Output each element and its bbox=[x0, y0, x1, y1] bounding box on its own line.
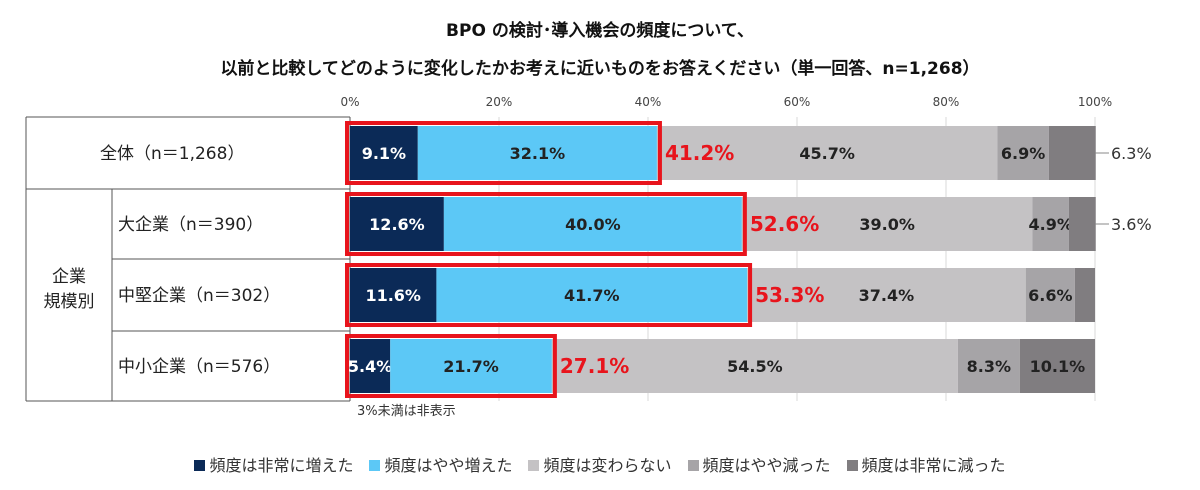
data-label: 21.7% bbox=[443, 357, 499, 376]
data-label: 45.7% bbox=[799, 144, 855, 163]
data-label: 6.6% bbox=[1028, 286, 1072, 305]
x-tick-label: 0% bbox=[340, 95, 359, 109]
legend-label: 頻度はやや増えた bbox=[384, 456, 513, 475]
data-label: 8.3% bbox=[967, 357, 1011, 376]
legend-item: 頻度はやや増えた bbox=[369, 452, 512, 476]
legend-label: 頻度はやや減った bbox=[702, 456, 831, 475]
legend-label: 頻度は非常に減った bbox=[861, 456, 1006, 475]
data-label: 32.1% bbox=[510, 144, 566, 163]
data-label: 41.7% bbox=[564, 286, 620, 305]
outside-data-label: 3.6% bbox=[1111, 215, 1152, 234]
legend-item: 頻度はやや減った bbox=[687, 452, 831, 476]
bar-segment bbox=[350, 339, 391, 393]
bar-segment bbox=[957, 339, 1020, 393]
category-label: 中堅企業（n＝302） bbox=[118, 286, 280, 306]
increase-total-label: 53.3% bbox=[755, 283, 824, 307]
bar-segment bbox=[350, 197, 444, 251]
bar-segment bbox=[747, 268, 1026, 322]
data-label: 6.9% bbox=[1001, 144, 1045, 163]
bar-segment bbox=[997, 126, 1049, 180]
chart-title-line-2: 以前と比較してどのように変化したかお考えに近いものをお答えください（単一回答、n… bbox=[220, 59, 980, 79]
x-tick-label: 20% bbox=[486, 95, 513, 109]
legend-label: 頻度は変わらない bbox=[543, 456, 672, 475]
data-label: 54.5% bbox=[727, 357, 783, 376]
legend-label: 頻度は非常に増えた bbox=[209, 456, 354, 475]
legend-swatch bbox=[528, 460, 540, 471]
legend-swatch bbox=[194, 460, 206, 471]
x-tick-label: 80% bbox=[933, 95, 960, 109]
group-label: 規模別 bbox=[44, 292, 95, 312]
data-label: 10.1% bbox=[1030, 357, 1086, 376]
bar-segment bbox=[656, 126, 998, 180]
chart-title-line-1: BPO の検討･導入機会の頻度について、 bbox=[446, 21, 754, 41]
increase-total-label: 52.6% bbox=[750, 212, 819, 236]
x-tick-label: 100% bbox=[1078, 95, 1112, 109]
bar-segment bbox=[741, 197, 1033, 251]
bar-segment bbox=[1025, 268, 1075, 322]
legend-swatch bbox=[369, 460, 381, 471]
x-tick-label: 60% bbox=[784, 95, 811, 109]
highlight-box bbox=[345, 334, 557, 398]
bar-segment bbox=[1068, 197, 1096, 251]
increase-total-label: 41.2% bbox=[665, 141, 734, 165]
category-label: 大企業（n＝390） bbox=[118, 215, 263, 235]
data-label: 11.6% bbox=[365, 286, 421, 305]
legend-item: 頻度は非常に増えた bbox=[194, 452, 353, 476]
chart-legend: 頻度は非常に増えた 頻度はやや増えた 頻度は変わらない 頻度はやや減った 頻度は非常に減… bbox=[0, 452, 1200, 476]
legend-swatch bbox=[846, 460, 858, 471]
group-label: 企業 bbox=[52, 267, 86, 287]
data-label: 40.0% bbox=[565, 215, 621, 234]
x-tick-label: 40% bbox=[635, 95, 662, 109]
data-label: 37.4% bbox=[859, 286, 915, 305]
legend-item: 頻度は変わらない bbox=[528, 452, 672, 476]
highlight-box bbox=[345, 263, 753, 327]
bar-segment bbox=[350, 126, 418, 180]
data-label: 4.9% bbox=[1028, 215, 1072, 234]
bar-segment bbox=[1019, 339, 1095, 393]
bar-segment bbox=[436, 268, 748, 322]
bar-segment bbox=[1074, 268, 1095, 322]
data-label: 12.6% bbox=[369, 215, 425, 234]
data-label: 5.4% bbox=[348, 357, 392, 376]
highlight-box bbox=[345, 121, 662, 185]
increase-total-label: 27.1% bbox=[560, 354, 629, 378]
category-label: 中小企業（n＝576） bbox=[118, 357, 280, 377]
category-label: 全体（n＝1,268） bbox=[100, 144, 244, 164]
legend-item: 頻度は非常に減った bbox=[846, 452, 1006, 476]
bar-segment bbox=[1048, 126, 1096, 180]
bar-segment bbox=[350, 268, 437, 322]
highlight-box bbox=[345, 192, 747, 256]
data-label: 9.1% bbox=[362, 144, 406, 163]
outside-data-label: 6.3% bbox=[1111, 144, 1152, 163]
bar-segment bbox=[417, 126, 657, 180]
footnote: 3%未満は非表示 bbox=[357, 404, 456, 419]
bar-segment bbox=[390, 339, 552, 393]
bar-segment bbox=[1032, 197, 1069, 251]
data-label: 39.0% bbox=[859, 215, 915, 234]
bar-segment bbox=[443, 197, 742, 251]
legend-swatch bbox=[687, 460, 699, 471]
bar-segment bbox=[551, 339, 958, 393]
